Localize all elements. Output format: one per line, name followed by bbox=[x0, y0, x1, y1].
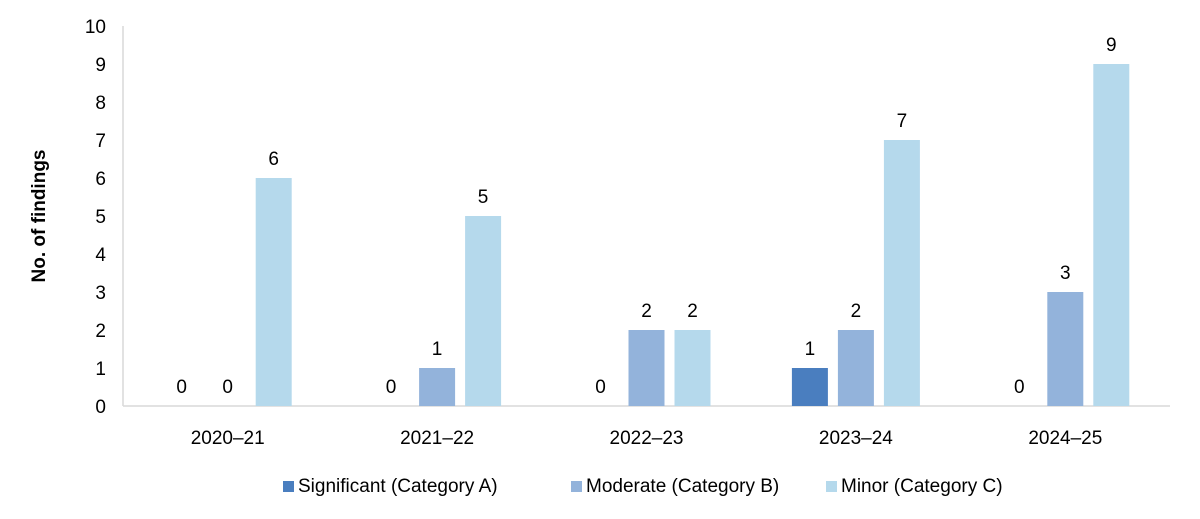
bar-minor-3 bbox=[674, 330, 711, 406]
legend-swatch bbox=[826, 481, 837, 492]
legend: Significant (Category A) Moderate (Catego… bbox=[283, 476, 1003, 497]
data-label: 5 bbox=[478, 187, 489, 208]
x-tick-label: 2021–22 bbox=[400, 428, 474, 449]
bar-significant-4 bbox=[791, 368, 828, 406]
data-label: 6 bbox=[268, 149, 279, 170]
data-label: 0 bbox=[222, 377, 233, 398]
y-tick-label: 4 bbox=[95, 245, 106, 266]
bar-moderate-3 bbox=[628, 330, 665, 406]
data-label: 9 bbox=[1106, 35, 1117, 56]
data-label: 0 bbox=[176, 377, 187, 398]
bar-minor-1 bbox=[255, 178, 292, 406]
y-tick-label: 10 bbox=[85, 17, 106, 38]
y-tick-label: 1 bbox=[95, 359, 106, 380]
legend-swatch bbox=[571, 481, 582, 492]
legend-label: Moderate (Category B) bbox=[586, 476, 779, 497]
bar-minor-4 bbox=[883, 140, 920, 406]
y-tick-label: 5 bbox=[95, 207, 106, 228]
x-tick-label: 2022–23 bbox=[610, 428, 684, 449]
x-axis-ticks: 2020–21 2021–22 2022–23 2023–24 2024–25 bbox=[191, 428, 1103, 449]
data-label: 2 bbox=[851, 301, 862, 322]
data-label: 2 bbox=[641, 301, 652, 322]
y-tick-label: 0 bbox=[95, 397, 106, 418]
y-tick-label: 9 bbox=[95, 55, 106, 76]
data-label: 1 bbox=[805, 339, 816, 360]
bars bbox=[255, 64, 1130, 406]
data-label: 0 bbox=[595, 377, 606, 398]
bar-minor-5 bbox=[1093, 64, 1130, 406]
x-tick-label: 2023–24 bbox=[819, 428, 893, 449]
legend-label: Minor (Category C) bbox=[841, 476, 1003, 497]
y-axis-ticks: 0 1 2 3 4 5 6 7 8 9 10 bbox=[85, 17, 107, 418]
legend-label: Significant (Category A) bbox=[298, 476, 498, 497]
x-tick-label: 2020–21 bbox=[191, 428, 265, 449]
y-axis-title: No. of findings bbox=[29, 150, 50, 283]
data-labels: 0 0 6 0 1 5 0 2 2 1 2 7 0 3 9 bbox=[176, 35, 1116, 398]
data-label: 3 bbox=[1060, 263, 1071, 284]
legend-swatch bbox=[283, 481, 294, 492]
data-label: 0 bbox=[1014, 377, 1025, 398]
y-tick-label: 3 bbox=[95, 283, 106, 304]
bar-moderate-5 bbox=[1047, 292, 1084, 406]
data-label: 7 bbox=[897, 111, 908, 132]
bar-minor-2 bbox=[465, 216, 502, 406]
bar-moderate-2 bbox=[419, 368, 456, 406]
y-tick-label: 6 bbox=[95, 169, 106, 190]
y-tick-label: 8 bbox=[95, 93, 106, 114]
y-tick-label: 7 bbox=[95, 131, 106, 152]
data-label: 2 bbox=[687, 301, 698, 322]
data-label: 1 bbox=[432, 339, 443, 360]
x-tick-label: 2024–25 bbox=[1028, 428, 1102, 449]
bar-moderate-4 bbox=[837, 330, 874, 406]
y-tick-label: 2 bbox=[95, 321, 106, 342]
data-label: 0 bbox=[386, 377, 397, 398]
